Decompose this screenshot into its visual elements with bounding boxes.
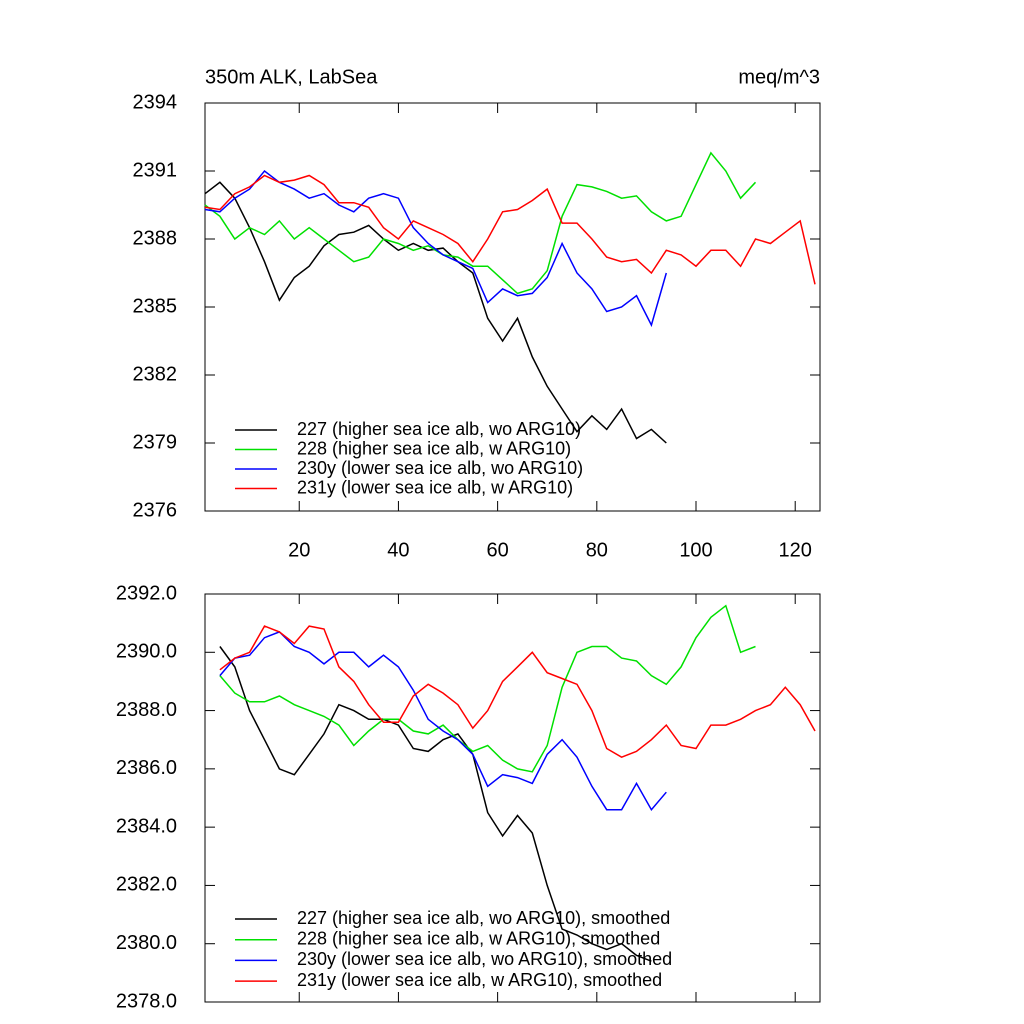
legend-label: 231y (lower sea ice alb, w ARG10), smoot…: [297, 970, 662, 990]
series-line: [219, 646, 652, 962]
y-tick-label: 2394: [133, 91, 178, 113]
series-line: [204, 181, 667, 444]
legend-label: 227 (higher sea ice alb, wo ARG10): [297, 419, 581, 439]
y-tick-label: 2382: [133, 363, 178, 385]
y-tick-label: 2376: [133, 499, 178, 521]
legend-label: 230y (lower sea ice alb, wo ARG10), smoo…: [297, 949, 672, 969]
series-line: [204, 151, 757, 295]
x-tick-label: 20: [288, 539, 310, 561]
plot-frame: [204, 593, 821, 1003]
x-tick-label: 80: [586, 539, 608, 561]
x-tick-label: 120: [779, 539, 812, 561]
y-tick-label: 2384.0: [116, 815, 177, 837]
units-label: meq/m^3: [738, 66, 820, 88]
series-line: [204, 174, 816, 285]
y-tick-label: 2380.0: [116, 932, 177, 954]
y-tick-label: 2390.0: [116, 641, 177, 663]
y-tick-label: 2391: [133, 159, 178, 181]
legend-label: 231y (lower sea ice alb, w ARG10): [297, 477, 573, 497]
series-line: [219, 604, 756, 773]
y-tick-label: 2379: [133, 431, 178, 453]
y-tick-label: 2385: [133, 295, 178, 317]
series-line: [219, 631, 667, 812]
y-tick-label: 2382.0: [116, 874, 177, 896]
y-tick-label: 2388.0: [116, 699, 177, 721]
y-tick-label: 2386.0: [116, 757, 177, 779]
x-tick-label: 60: [486, 539, 508, 561]
series-line: [219, 625, 816, 759]
x-tick-label: 100: [679, 539, 712, 561]
y-tick-label: 2392.0: [116, 582, 177, 604]
x-tick-label: 40: [387, 539, 409, 561]
legend-label: 228 (higher sea ice alb, w ARG10), smoot…: [297, 928, 660, 948]
legend-label: 230y (lower sea ice alb, wo ARG10): [297, 458, 583, 478]
legend-label: 227 (higher sea ice alb, wo ARG10), smoo…: [297, 908, 670, 928]
legend-label: 228 (higher sea ice alb, w ARG10): [297, 438, 571, 458]
series-line: [204, 169, 668, 328]
y-tick-label: 2378.0: [116, 990, 177, 1012]
y-tick-label: 2388: [133, 227, 178, 249]
chart-title: 350m ALK, LabSea: [205, 66, 378, 88]
